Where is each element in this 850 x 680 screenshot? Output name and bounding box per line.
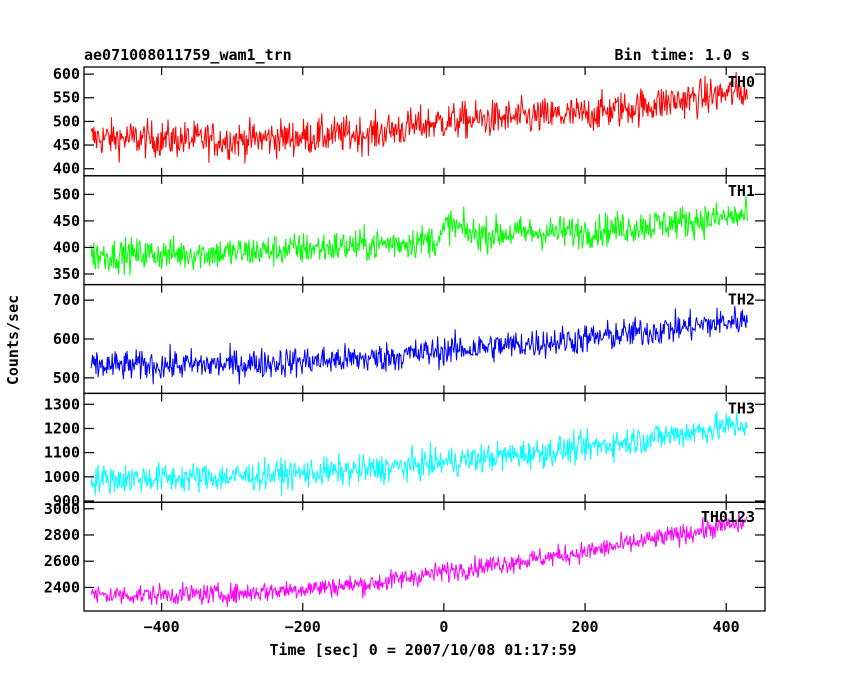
- panel-th2: 500 600 700 TH2: [53, 283, 766, 395]
- y-tick-label: 400: [53, 238, 80, 256]
- y-tick-label: 600: [53, 65, 80, 83]
- panel-th0123: 2400 2600 2800 3000 TH0123: [44, 500, 766, 612]
- y-tick-label: 600: [53, 330, 80, 348]
- x-tick-label: 400: [713, 618, 740, 636]
- y-tick-label: 550: [53, 89, 80, 107]
- y-tick-label: 450: [53, 136, 80, 154]
- series-label-th3: TH3: [728, 399, 755, 417]
- series-line-th2: [90, 305, 748, 385]
- y-tick-label: 3000: [44, 500, 80, 518]
- y-tick-label: 1200: [44, 419, 80, 437]
- series-label-th0123: TH0123: [701, 508, 755, 526]
- y-tick-label: 500: [53, 369, 80, 387]
- y-tick-label: 2600: [44, 552, 80, 570]
- x-tick-label: −400: [144, 618, 180, 636]
- y-tick-label: 350: [53, 265, 80, 283]
- y-tick-label: 700: [53, 291, 80, 309]
- y-tick-label: 500: [53, 112, 80, 130]
- y-tick-label: 450: [53, 212, 80, 230]
- x-tick-label: 0: [439, 618, 448, 636]
- y-tick-label: 400: [53, 160, 80, 178]
- chart-title: ae071008011759_wam1_trn: [84, 46, 292, 64]
- series-label-th1: TH1: [728, 182, 755, 200]
- series-line-th0: [90, 71, 748, 164]
- series-label-th2: TH2: [728, 291, 755, 309]
- series-line-th1: [90, 195, 748, 276]
- panel-frame: [83, 66, 766, 177]
- bin-time-label: Bin time: 1.0 s: [614, 46, 750, 64]
- panel-frame: [83, 392, 766, 503]
- panel-frame: [83, 283, 766, 395]
- y-axis-label: Counts/sec: [4, 295, 22, 385]
- series-label-th0: TH0: [728, 73, 755, 91]
- y-tick-label: 1300: [44, 395, 80, 413]
- y-tick-label: 1000: [44, 468, 80, 486]
- panel-frame: [83, 501, 766, 612]
- y-tick-label: 2400: [44, 578, 80, 596]
- panels-group: 400 450 500 550 600 TH0 350 400 450 500 TH1 500 600 7…: [44, 65, 766, 636]
- panel-th1: 350 400 450 500 TH1: [53, 175, 766, 286]
- panel-th0: 400 450 500 550 600 TH0: [53, 65, 766, 178]
- y-tick-label: 2800: [44, 526, 80, 544]
- y-tick-label: 1100: [44, 444, 80, 462]
- x-tick-label: −200: [285, 618, 321, 636]
- series-line-th0123: [90, 511, 748, 608]
- panel-th3: 900 1000 1100 1200 1300 TH3: [44, 392, 766, 510]
- x-tick-label: 200: [571, 618, 598, 636]
- y-tick-label: 500: [53, 185, 80, 203]
- y-tick-label: 900: [53, 492, 80, 510]
- series-line-th3: [90, 410, 748, 497]
- x-axis-label: Time [sec] 0 = 2007/10/08 01:17:59: [269, 641, 576, 659]
